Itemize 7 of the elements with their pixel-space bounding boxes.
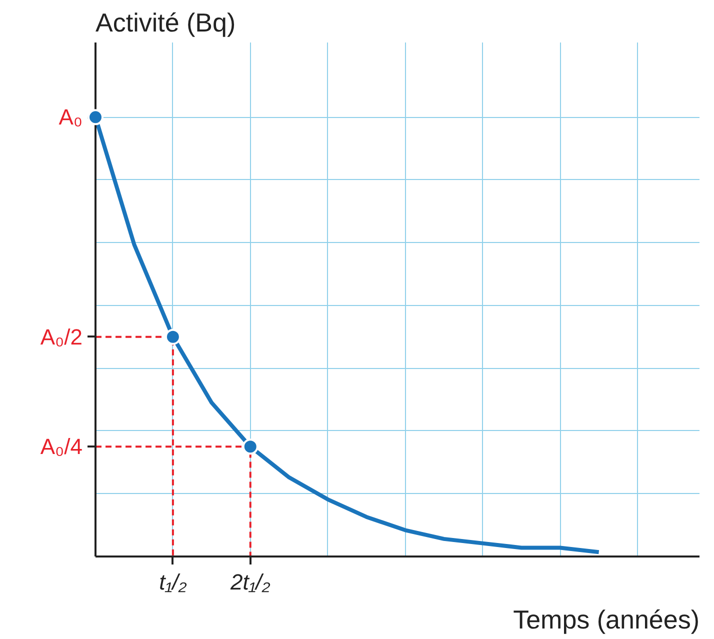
annotation: A₀/2 — [40, 324, 83, 350]
annotation: A₀ — [58, 104, 83, 130]
annotation: A₀/4 — [40, 434, 83, 460]
x-tick-label: 2t₁/₂ — [229, 570, 271, 594]
x-axis-title: Temps (années) — [513, 604, 700, 634]
y-axis-title: Activité (Bq) — [96, 8, 236, 38]
x-tick-label: t₁/₂ — [159, 570, 188, 594]
